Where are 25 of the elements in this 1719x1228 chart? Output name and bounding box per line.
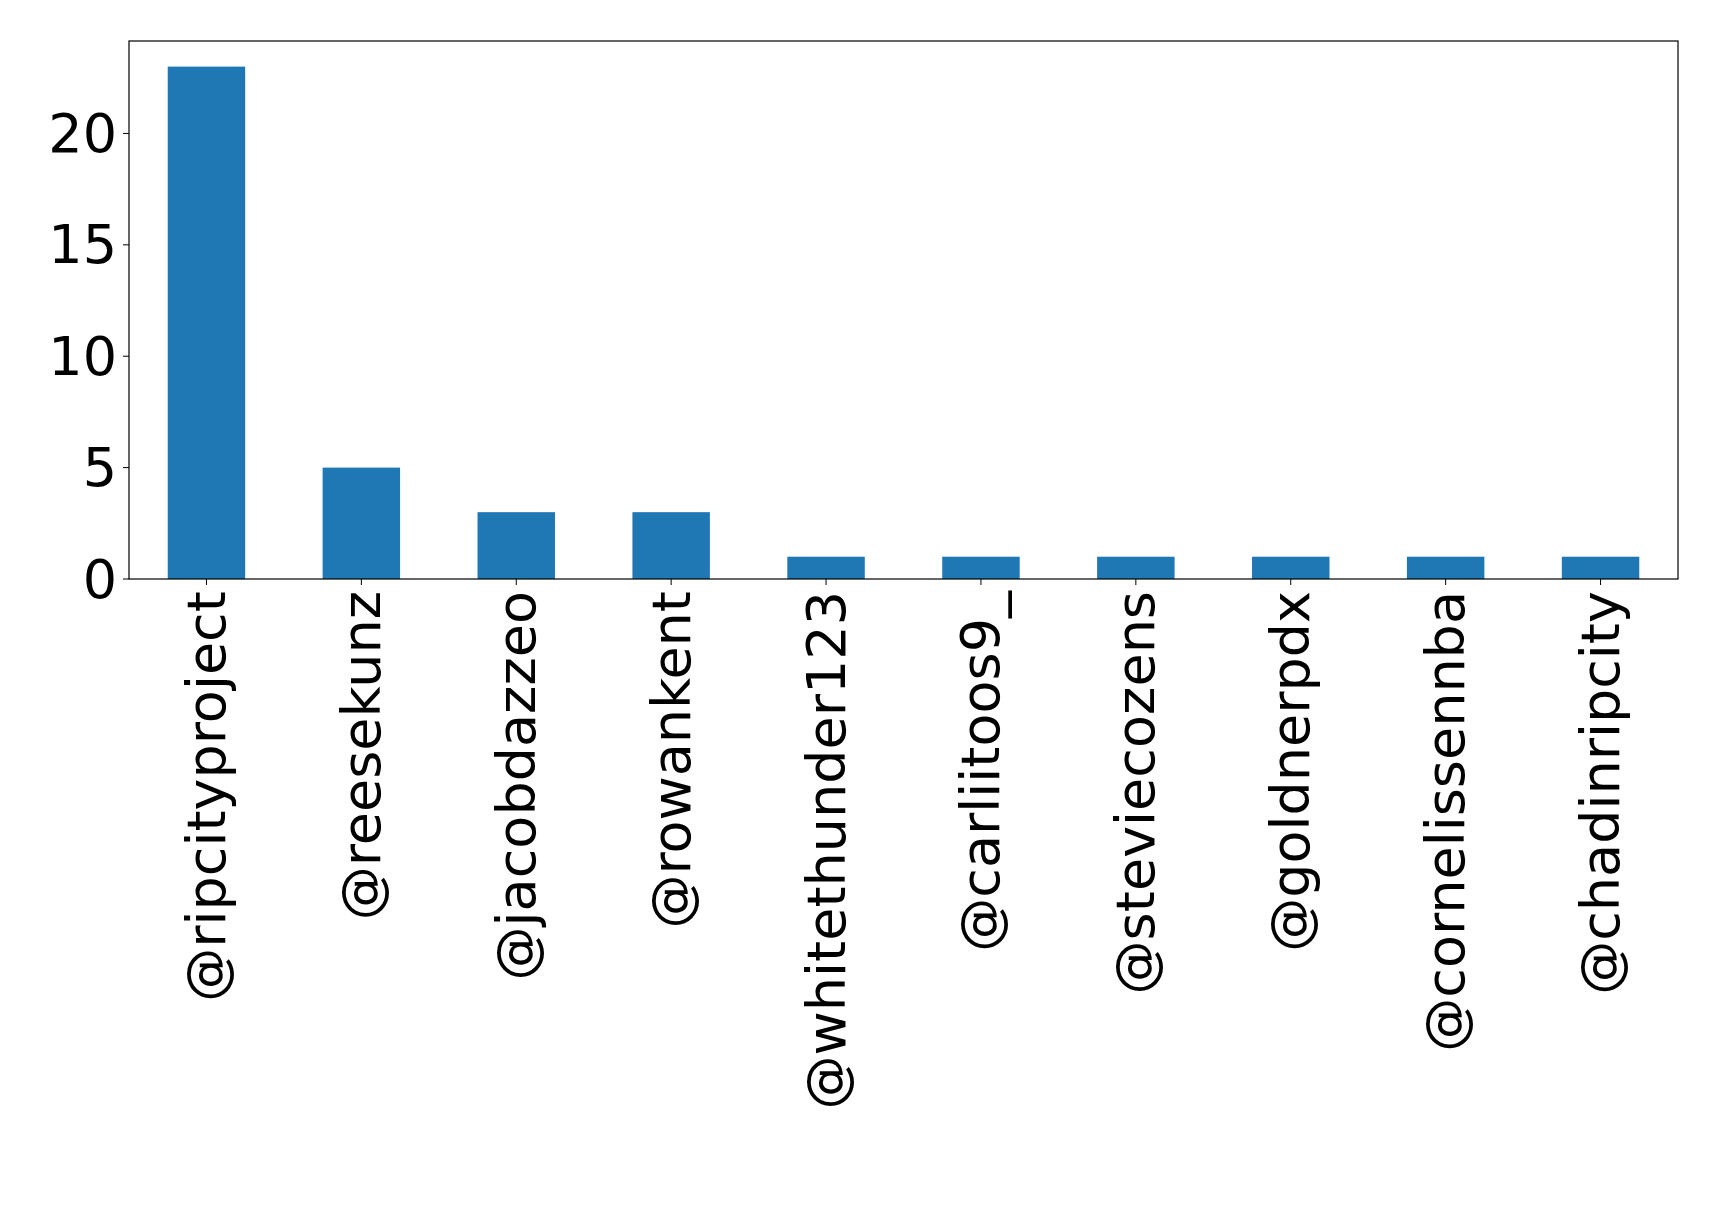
y-tick-label: 10 (48, 324, 117, 388)
bar (167, 66, 246, 579)
bar (1406, 556, 1485, 579)
bar (1097, 556, 1175, 579)
x-tick-label: @carliitoos9_ (949, 590, 1013, 952)
y-tick-label: 0 (82, 547, 117, 611)
bar (322, 467, 401, 579)
y-tick-label: 20 (48, 101, 117, 165)
x-tick-label: @jacobdazzeo (484, 591, 548, 981)
bar (942, 556, 1020, 579)
x-tick-label: @goldnerpdx (1259, 591, 1323, 952)
y-tick-label: 5 (82, 436, 117, 500)
x-tick-label: @cornelissennba (1414, 591, 1478, 1052)
y-tick-label: 15 (48, 213, 117, 277)
bar (632, 512, 710, 579)
x-tick-label: @ripcityproject (174, 591, 238, 1002)
bar (477, 512, 555, 579)
x-tick-label: @rowankent (639, 591, 703, 929)
bar (1561, 556, 1640, 579)
x-tick-label: @steviecozens (1104, 591, 1168, 995)
x-tick-label: @reesekunz (329, 591, 393, 921)
x-tick-label: @chadinripcity (1569, 591, 1633, 995)
bar (1252, 556, 1330, 579)
bar (787, 556, 865, 579)
x-tick-label: @whitethunder123 (794, 591, 858, 1110)
